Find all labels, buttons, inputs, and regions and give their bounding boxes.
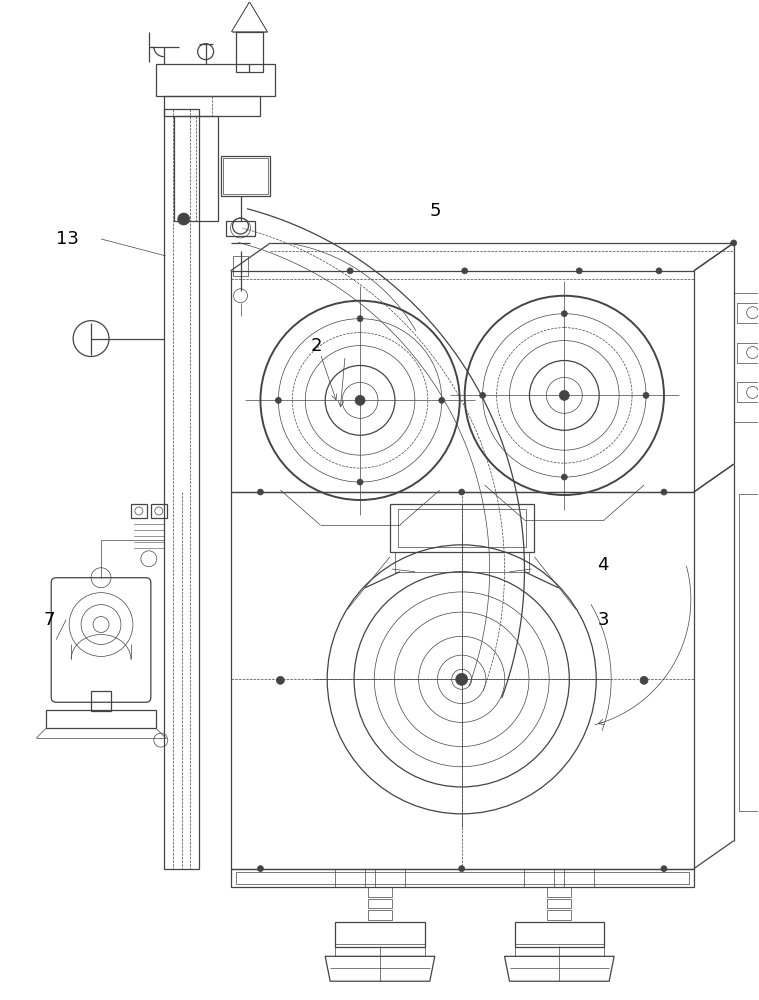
Text: 13: 13 xyxy=(56,230,79,248)
Circle shape xyxy=(562,474,567,480)
Text: 3: 3 xyxy=(597,611,609,629)
Bar xyxy=(737,343,759,363)
Bar xyxy=(547,887,572,897)
Bar xyxy=(222,158,269,194)
Circle shape xyxy=(661,489,667,495)
Circle shape xyxy=(458,866,465,872)
Text: 4: 4 xyxy=(597,556,609,574)
Bar xyxy=(232,256,248,276)
Circle shape xyxy=(559,390,569,400)
Circle shape xyxy=(455,673,468,685)
Bar xyxy=(335,869,365,887)
Bar xyxy=(225,221,256,236)
Text: 7: 7 xyxy=(43,611,55,629)
Bar xyxy=(565,869,594,887)
Bar xyxy=(164,96,260,116)
Bar xyxy=(156,64,276,96)
Bar xyxy=(390,504,534,552)
Text: 2: 2 xyxy=(310,337,322,355)
Bar xyxy=(335,944,425,956)
Bar xyxy=(368,899,392,908)
Circle shape xyxy=(276,676,285,684)
Circle shape xyxy=(347,268,353,274)
Circle shape xyxy=(357,316,363,322)
Bar xyxy=(164,109,199,869)
Circle shape xyxy=(357,479,363,485)
Circle shape xyxy=(643,392,649,398)
Circle shape xyxy=(178,213,190,225)
Circle shape xyxy=(480,392,486,398)
Bar xyxy=(398,509,527,547)
Bar xyxy=(515,944,604,956)
Bar xyxy=(515,922,604,947)
Circle shape xyxy=(640,676,648,684)
Bar xyxy=(368,887,392,897)
Circle shape xyxy=(439,397,445,403)
Bar xyxy=(235,32,263,72)
Bar xyxy=(395,552,530,572)
Bar xyxy=(737,382,759,402)
Circle shape xyxy=(461,268,468,274)
Bar xyxy=(174,116,218,221)
Bar xyxy=(524,869,554,887)
Bar xyxy=(231,492,694,869)
Bar xyxy=(235,872,689,884)
Circle shape xyxy=(656,268,662,274)
Circle shape xyxy=(458,489,465,495)
Bar xyxy=(221,156,270,196)
Bar xyxy=(131,504,146,518)
Text: 5: 5 xyxy=(430,202,441,220)
Circle shape xyxy=(661,866,667,872)
Bar xyxy=(739,494,758,811)
Bar xyxy=(547,899,572,908)
Circle shape xyxy=(257,489,263,495)
Circle shape xyxy=(355,395,365,405)
Bar xyxy=(737,303,759,323)
Bar xyxy=(375,869,405,887)
Bar xyxy=(335,922,425,947)
Bar xyxy=(734,293,759,422)
Bar xyxy=(91,691,111,711)
Bar xyxy=(231,271,694,492)
Bar xyxy=(368,910,392,920)
Circle shape xyxy=(731,240,737,246)
Circle shape xyxy=(276,397,282,403)
Circle shape xyxy=(257,866,263,872)
Bar xyxy=(151,504,167,518)
Circle shape xyxy=(562,311,567,317)
Bar xyxy=(231,869,694,887)
Bar xyxy=(46,710,156,728)
Circle shape xyxy=(576,268,582,274)
Bar xyxy=(547,910,572,920)
